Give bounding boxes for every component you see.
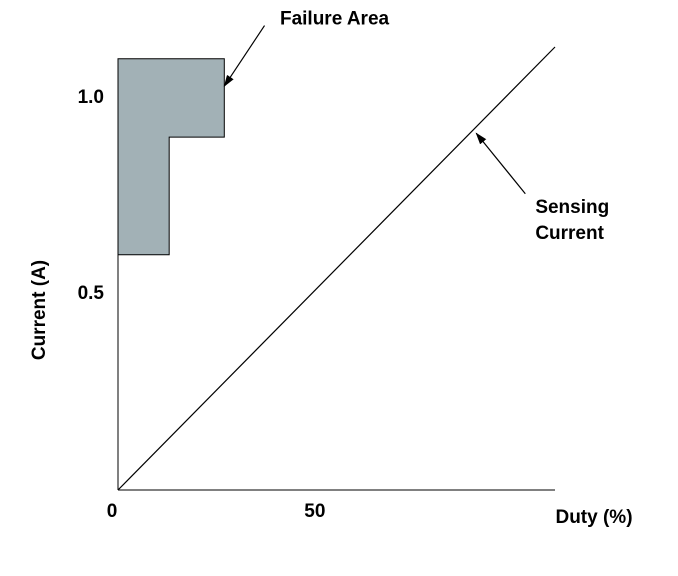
sensing-line <box>117 46 556 491</box>
y-axis-label: Current (A) <box>29 260 50 360</box>
x-axis-label: Duty (%) <box>555 507 632 528</box>
annotation-text: Sensing <box>535 197 609 218</box>
annotation-arrow <box>223 25 266 88</box>
annotation-text: Current <box>535 223 604 244</box>
annotation-arrow <box>475 132 526 195</box>
x-tick-label: 50 <box>304 501 325 522</box>
x-tick-label: 0 <box>107 501 118 522</box>
annotation-text: Failure Area <box>280 9 390 30</box>
y-tick-label: 0.5 <box>78 283 105 304</box>
y-tick-label: 1.0 <box>78 87 104 108</box>
failure-area <box>117 58 225 256</box>
